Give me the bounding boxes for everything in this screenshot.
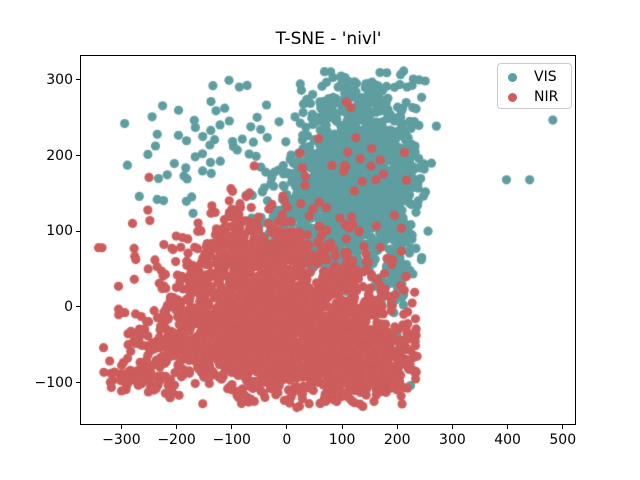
x-tick-label: 500 [549,432,577,448]
x-tick-label: 0 [282,432,292,448]
x-tick-mark [176,425,178,429]
x-tick-mark [341,425,343,429]
y-tick-label: 100 [46,223,73,240]
y-tick-label: −100 [34,374,73,391]
legend-label-nir: NIR [534,89,559,105]
x-tick-mark [562,425,564,429]
x-tick-mark [451,425,453,429]
legend-entry-vis: VIS [498,68,571,87]
x-tick-mark [396,425,398,429]
y-tick-label: 300 [46,71,73,88]
legend-entry-nir: NIR [498,88,571,107]
x-tick-mark [231,425,233,429]
y-tick-mark [76,155,80,157]
x-tick-mark [507,425,509,429]
y-tick-label: 200 [46,147,73,164]
chart-title: T-SNE - 'nivl' [275,29,382,49]
vis-marker-icon [508,73,517,82]
x-tick-mark [120,425,122,429]
y-tick-mark [76,79,80,81]
y-tick-mark [76,382,80,384]
legend: VIS NIR [497,63,572,109]
x-tick-label: −300 [102,432,141,448]
nir-marker-icon [508,93,517,102]
y-tick-mark [76,306,80,308]
y-tick-label: 0 [64,298,73,315]
x-tick-label: 200 [383,432,411,448]
legend-label-vis: VIS [534,69,557,85]
x-tick-label: 100 [328,432,356,448]
x-tick-mark [286,425,288,429]
x-tick-label: 400 [494,432,521,448]
x-tick-label: −100 [212,432,251,448]
x-tick-label: 300 [439,432,466,448]
y-tick-mark [76,230,80,232]
x-tick-label: −200 [157,432,196,448]
